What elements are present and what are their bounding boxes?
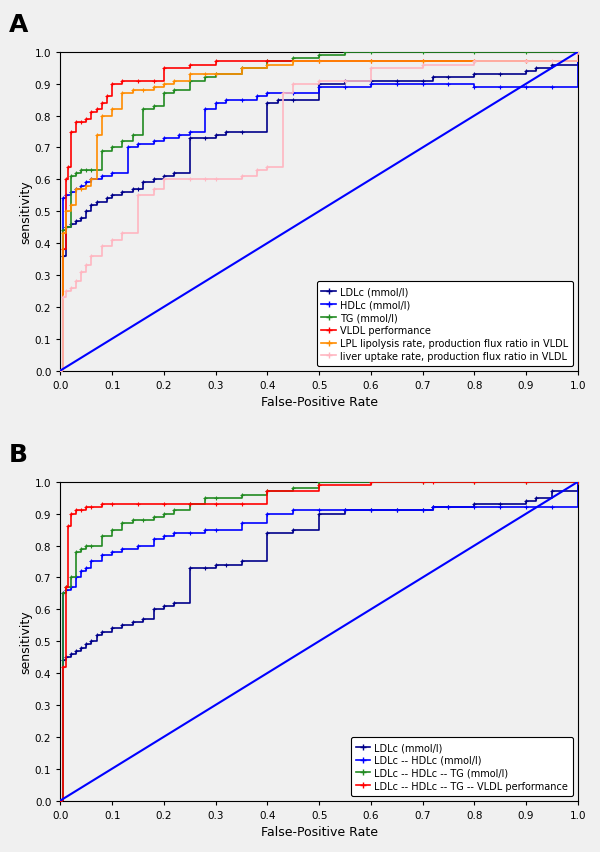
Legend: LDLc (mmol/l), HDLc (mmol/l), TG (mmol/l), VLDL performance, LPL lipolysis rate,: LDLc (mmol/l), HDLc (mmol/l), TG (mmol/l… xyxy=(317,282,573,366)
Text: A: A xyxy=(8,13,28,37)
Y-axis label: sensitivity: sensitivity xyxy=(19,180,32,244)
Y-axis label: sensitivity: sensitivity xyxy=(19,610,32,673)
Legend: LDLc (mmol/l), LDLc -- HDLc (mmol/l), LDLc -- HDLc -- TG (mmol/l), LDLc -- HDLc : LDLc (mmol/l), LDLc -- HDLc (mmol/l), LD… xyxy=(351,737,573,796)
X-axis label: False-Positive Rate: False-Positive Rate xyxy=(260,395,377,409)
X-axis label: False-Positive Rate: False-Positive Rate xyxy=(260,825,377,838)
Text: B: B xyxy=(8,442,28,466)
